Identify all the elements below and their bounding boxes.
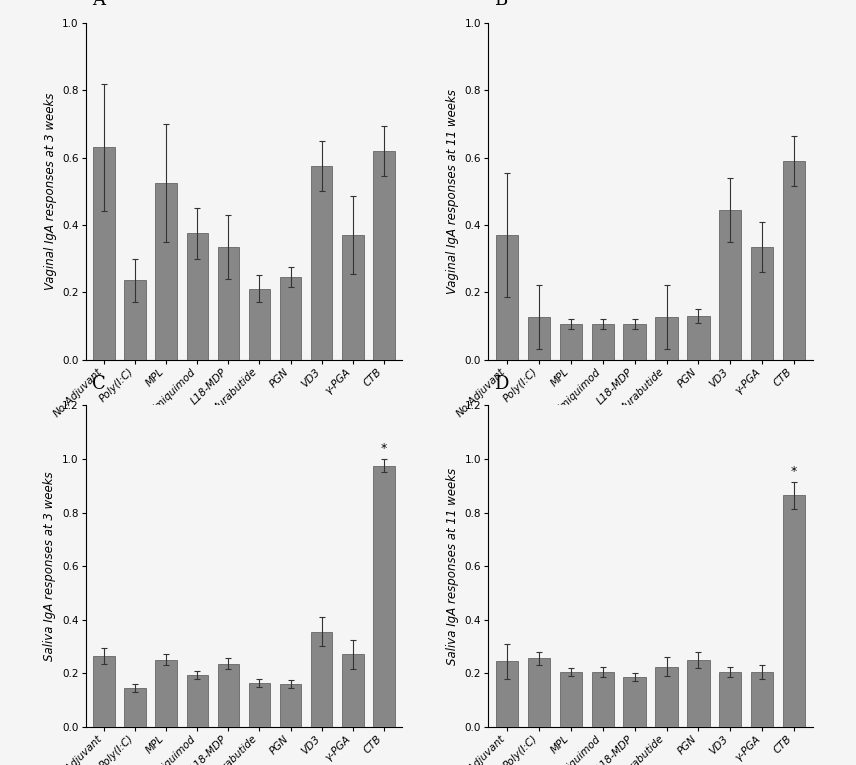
- Bar: [591, 672, 614, 727]
- Y-axis label: Vaginal IgA responses at 3 weeks: Vaginal IgA responses at 3 weeks: [44, 93, 56, 290]
- Bar: [373, 466, 395, 727]
- Bar: [156, 659, 177, 727]
- Text: B: B: [495, 0, 508, 9]
- Bar: [280, 277, 301, 360]
- Bar: [124, 281, 146, 360]
- Bar: [623, 677, 645, 727]
- Text: *: *: [791, 465, 797, 477]
- Bar: [783, 161, 805, 360]
- Bar: [496, 661, 518, 727]
- Bar: [496, 235, 518, 360]
- Text: C: C: [92, 375, 105, 392]
- Text: D: D: [495, 375, 508, 392]
- Bar: [687, 316, 710, 360]
- Bar: [719, 672, 741, 727]
- Text: A: A: [92, 0, 105, 9]
- Bar: [751, 672, 773, 727]
- Bar: [656, 666, 678, 727]
- Bar: [528, 317, 550, 360]
- Bar: [217, 247, 240, 360]
- Bar: [623, 324, 645, 360]
- Bar: [342, 235, 364, 360]
- Bar: [560, 672, 582, 727]
- Bar: [719, 210, 741, 360]
- Bar: [528, 659, 550, 727]
- Bar: [560, 324, 582, 360]
- Bar: [187, 233, 208, 360]
- Bar: [93, 656, 115, 727]
- Bar: [187, 675, 208, 727]
- Bar: [217, 664, 240, 727]
- Bar: [311, 166, 332, 360]
- Bar: [280, 684, 301, 727]
- Bar: [248, 289, 270, 360]
- Bar: [156, 183, 177, 360]
- Bar: [248, 682, 270, 727]
- Bar: [373, 151, 395, 360]
- Bar: [687, 659, 710, 727]
- Bar: [342, 655, 364, 727]
- Y-axis label: Saliva IgA responses at 11 weeks: Saliva IgA responses at 11 weeks: [446, 467, 459, 665]
- Bar: [124, 688, 146, 727]
- Bar: [656, 317, 678, 360]
- Bar: [311, 632, 332, 727]
- Bar: [783, 495, 805, 727]
- Bar: [751, 247, 773, 360]
- Bar: [591, 324, 614, 360]
- Text: *: *: [381, 442, 387, 455]
- Y-axis label: Saliva IgA responses at 3 weeks: Saliva IgA responses at 3 weeks: [44, 471, 56, 661]
- Bar: [93, 148, 115, 360]
- Y-axis label: Vaginal IgA responses at 11 weeks: Vaginal IgA responses at 11 weeks: [446, 89, 459, 294]
